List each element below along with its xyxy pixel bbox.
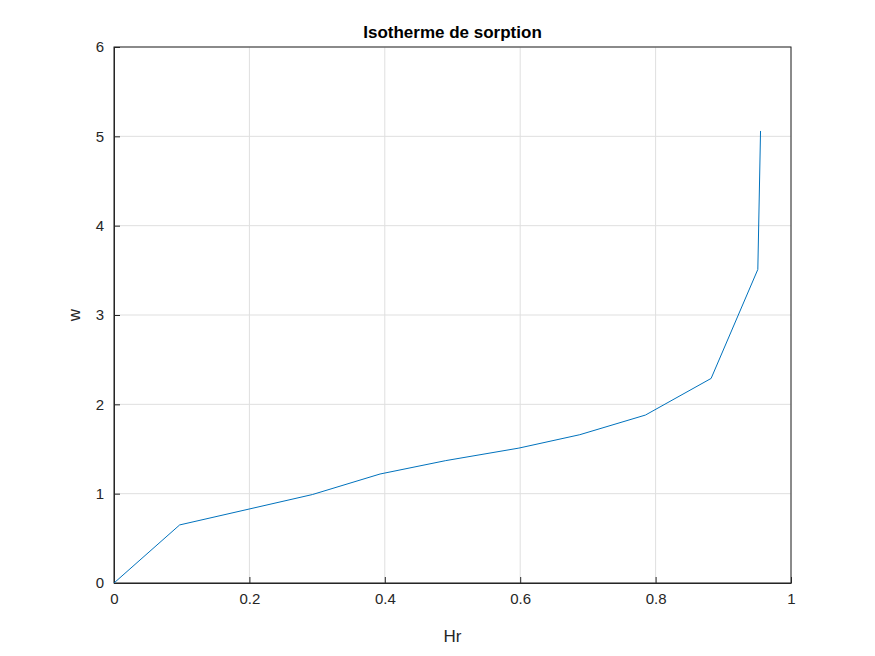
grid-line-y: [114, 404, 791, 405]
tick: 2: [96, 396, 120, 413]
marks: [114, 131, 761, 583]
title: Isotherme de sorption: [363, 23, 542, 42]
tick: 3: [96, 306, 120, 323]
tick-label: 1: [96, 485, 104, 502]
tick-label: 3: [96, 306, 104, 323]
grid-line-y: [114, 225, 791, 226]
tick-label: 0.6: [510, 590, 531, 607]
tick-label: 0: [110, 590, 118, 607]
tick-label: 0.2: [239, 590, 260, 607]
tick: 4: [96, 217, 120, 234]
background: [0, 0, 875, 656]
grid-line-y: [114, 493, 791, 494]
tick-label: 4: [96, 217, 104, 234]
y-axis-title: w: [65, 308, 84, 322]
plot: 0 0.2 0.4 0.6 0.8 1 0 1 2 3 4 5 6: [96, 38, 796, 606]
x-axis: 0 0.2 0.4 0.6 0.8 1: [110, 577, 795, 607]
tick-label: 2: [96, 396, 104, 413]
grid-line-y: [114, 136, 791, 137]
tick: 0.6: [510, 577, 531, 607]
tick-label: 1: [787, 590, 795, 607]
tick: 0.4: [375, 577, 396, 607]
tick-label: 0.8: [646, 590, 667, 607]
tick-label: 0.4: [375, 590, 396, 607]
tick: 1: [96, 485, 120, 502]
tick-mark: [520, 577, 521, 583]
y-axis: 0 1 2 3 4 5 6: [96, 38, 120, 591]
tick-label: 6: [96, 38, 104, 55]
tick-mark: [385, 577, 386, 583]
plot-area: [114, 47, 791, 583]
tick: 0.8: [646, 577, 667, 607]
tick-mark: [114, 494, 120, 495]
x-axis-title: Hr: [444, 627, 462, 646]
tick: 5: [96, 128, 120, 145]
tick: 0.2: [239, 577, 260, 607]
tick-label: 0: [96, 574, 104, 591]
chart: 0 0.2 0.4 0.6 0.8 1 0 1 2 3 4 5 6 Isotherme de sorpti…: [0, 0, 875, 656]
frame: [114, 47, 791, 583]
tick-mark: [249, 577, 250, 583]
tick-mark: [114, 404, 120, 405]
tick-mark: [656, 577, 657, 583]
line: [114, 131, 761, 583]
grid: [114, 47, 791, 583]
tick-label: 5: [96, 128, 104, 145]
tick-mark: [114, 136, 120, 137]
grid-line-y: [114, 315, 791, 316]
tick-mark: [114, 226, 120, 227]
tick-mark: [114, 315, 120, 316]
